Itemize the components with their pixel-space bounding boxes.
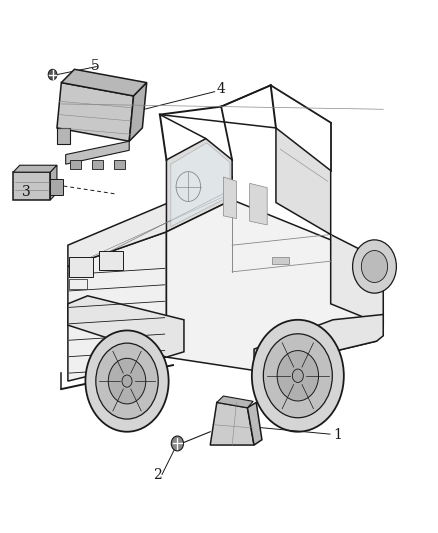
Polygon shape xyxy=(247,402,262,445)
Polygon shape xyxy=(50,165,57,200)
Bar xyxy=(50,179,63,195)
Text: 3: 3 xyxy=(22,185,31,199)
Circle shape xyxy=(263,334,332,418)
Circle shape xyxy=(277,351,318,401)
Circle shape xyxy=(108,358,146,404)
Polygon shape xyxy=(68,176,232,266)
Polygon shape xyxy=(61,69,147,96)
Circle shape xyxy=(138,388,151,403)
Polygon shape xyxy=(68,296,184,357)
Circle shape xyxy=(361,251,388,282)
Circle shape xyxy=(353,240,396,293)
Bar xyxy=(70,160,81,169)
Polygon shape xyxy=(66,141,129,164)
Polygon shape xyxy=(13,172,50,200)
Polygon shape xyxy=(223,177,237,219)
Polygon shape xyxy=(166,200,383,370)
Polygon shape xyxy=(254,314,383,370)
Polygon shape xyxy=(276,128,331,235)
Bar xyxy=(92,160,103,169)
Polygon shape xyxy=(166,139,232,232)
Circle shape xyxy=(96,343,158,419)
Polygon shape xyxy=(210,402,254,445)
Polygon shape xyxy=(13,165,57,172)
Bar xyxy=(69,257,93,277)
Bar xyxy=(99,251,123,270)
Text: 1: 1 xyxy=(333,429,342,442)
Circle shape xyxy=(292,369,304,383)
Bar xyxy=(114,160,125,169)
Polygon shape xyxy=(57,128,70,144)
Text: Jeep: Jeep xyxy=(103,392,120,399)
Polygon shape xyxy=(68,232,166,381)
Polygon shape xyxy=(57,83,134,141)
Circle shape xyxy=(85,330,169,432)
Polygon shape xyxy=(171,143,230,227)
Circle shape xyxy=(48,69,57,80)
Circle shape xyxy=(252,320,344,432)
Polygon shape xyxy=(250,183,267,225)
Text: 2: 2 xyxy=(153,469,162,482)
Polygon shape xyxy=(129,83,147,141)
Polygon shape xyxy=(331,235,383,325)
Circle shape xyxy=(171,436,184,451)
Text: 4: 4 xyxy=(217,82,226,96)
Circle shape xyxy=(122,375,132,387)
Polygon shape xyxy=(217,396,253,408)
Bar xyxy=(272,257,289,264)
Bar xyxy=(69,279,87,289)
Text: 5: 5 xyxy=(91,59,100,72)
